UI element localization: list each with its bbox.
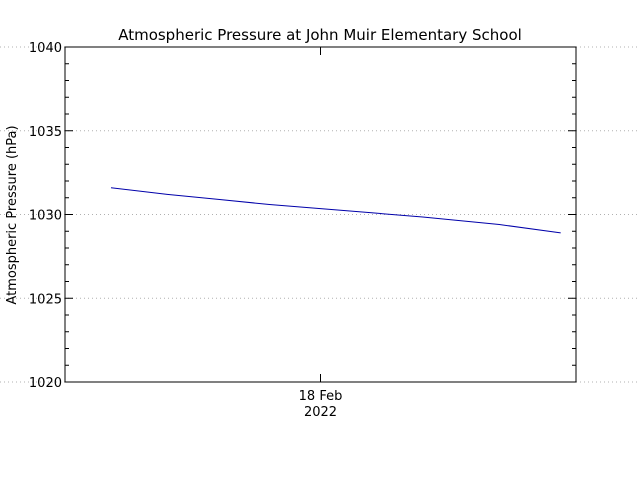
y-axis: 1020 1025 1030 1035 1040 bbox=[29, 41, 576, 391]
x-tick-label: 18 Feb bbox=[299, 389, 343, 404]
y-tick-label: 1035 bbox=[29, 125, 62, 140]
y-tick-label: 1025 bbox=[29, 292, 62, 307]
x-tick-sublabel: 2022 bbox=[304, 405, 337, 420]
y-tick-label: 1040 bbox=[29, 41, 62, 56]
y-tick-label: 1020 bbox=[29, 376, 62, 391]
y-tick-label: 1030 bbox=[29, 209, 62, 224]
grid-lines bbox=[0, 46, 640, 383]
pressure-series-line bbox=[110, 187, 561, 234]
y-axis-label: Atmospheric Pressure (hPa) bbox=[5, 125, 20, 304]
chart-title: Atmospheric Pressure at John Muir Elemen… bbox=[118, 26, 522, 44]
